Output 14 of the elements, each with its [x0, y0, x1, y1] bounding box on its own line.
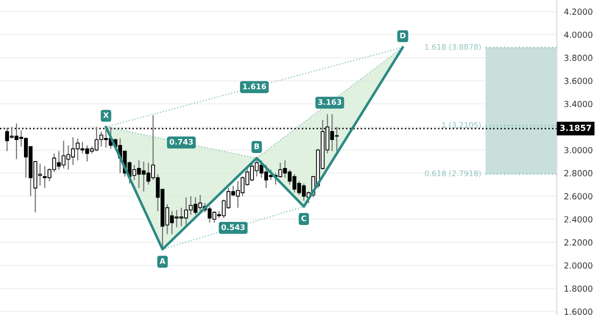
y-tick-label: 3.0000 [564, 146, 592, 154]
y-tick-label: 2.2000 [564, 239, 592, 246]
y-tick-label: 4.0000 [564, 32, 592, 38]
y-tick-label: 3.4000 [564, 100, 592, 108]
y-tick-label: 1.8000 [564, 285, 592, 292]
y-tick-label: 2.0000 [564, 262, 592, 269]
y-tick-label: 1.6000 [564, 308, 592, 315]
y-tick-label: 2.6000 [564, 193, 592, 200]
ref-line-label: 3.1857 [560, 124, 592, 131]
y-tick-label: 3.6000 [564, 78, 592, 84]
y-tick-label: 3.8000 [564, 54, 592, 61]
y-tick-label: 2.8000 [564, 170, 592, 176]
y-tick-label: 4.2000 [564, 8, 592, 15]
y-tick-label: 2.4000 [564, 216, 592, 223]
